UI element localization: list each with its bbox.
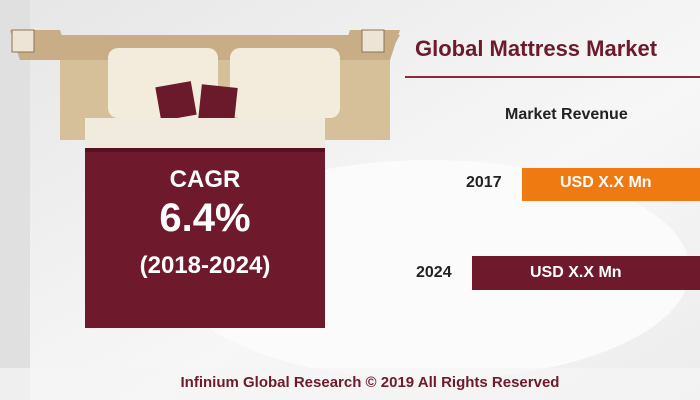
title: Global Mattress Market	[415, 36, 658, 61]
cagr-label: CAGR	[169, 166, 241, 193]
year-label: 2024	[416, 264, 452, 281]
bar-label: USD X.X Mn	[560, 174, 652, 191]
bar-2017	[522, 168, 700, 201]
subtitle: Market Revenue	[505, 106, 628, 123]
bar-label: USD X.X Mn	[530, 264, 622, 281]
year-label: 2017	[466, 174, 502, 191]
footer: Infinium Global Research © 2019 All Righ…	[180, 374, 560, 391]
cagr-period: (2018-2024)	[139, 252, 271, 279]
cagr-value: 6.4%	[159, 196, 251, 240]
bar-2024	[472, 256, 700, 290]
